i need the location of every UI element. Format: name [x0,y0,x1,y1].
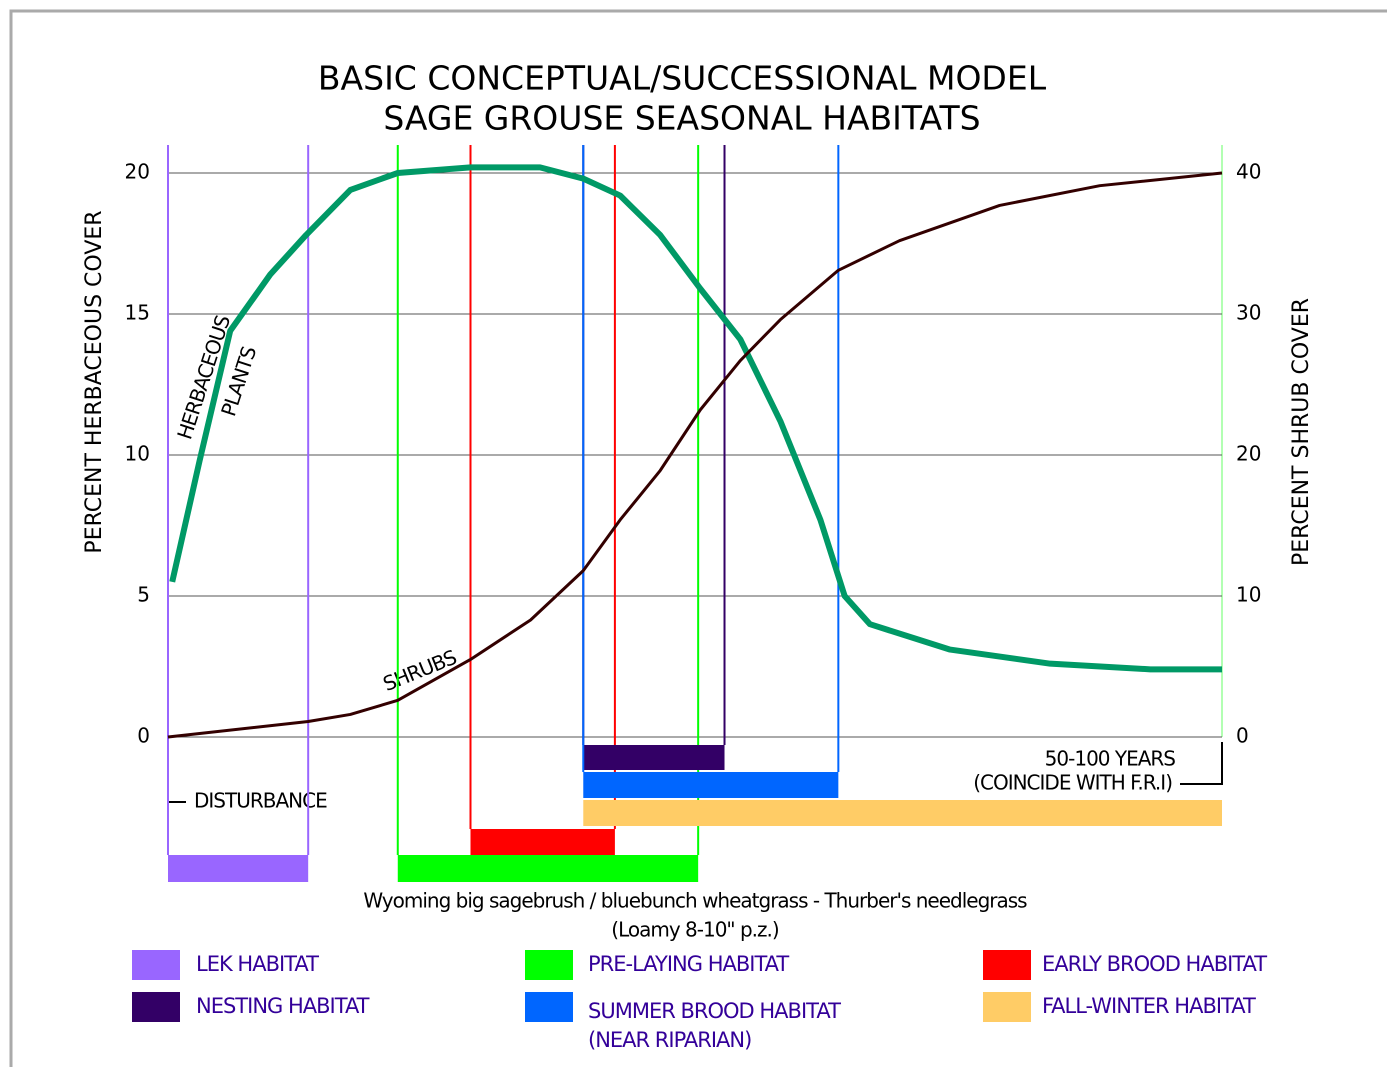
habitat-bar [583,772,839,798]
y2-tick-label: 20 [1236,442,1261,466]
legend-label: FALL-WINTER HABITAT [1042,994,1256,1018]
frame [9,9,1387,1067]
legend-label: LEK HABITAT [196,952,319,976]
legend-swatch [132,950,180,980]
chart-title: BASIC CONCEPTUAL/SUCCESSIONAL MODEL [318,59,1047,98]
y2-tick-label: 10 [1236,583,1261,607]
y-tick-label: 0 [137,724,150,748]
y2-tick-label: 30 [1236,301,1261,325]
y-tick-label: 5 [137,583,150,607]
legend-label: PRE-LAYING HABITAT [588,952,789,976]
y-tick-label: 10 [125,442,150,466]
annotation: 50-100 YEARS [1045,747,1176,771]
series-line [169,164,1222,673]
habitat-bar [470,829,615,855]
legend-label: EARLY BROOD HABITAT [1042,952,1267,976]
subtitle: Wyoming big sagebrush / bluebunch wheatg… [363,889,1027,913]
legend-swatch [983,992,1031,1022]
annotation: (COINCIDE WITH F.R.I) [973,771,1172,795]
annotation: HERBACEOUS [172,313,235,443]
y-tick-label: 20 [125,160,150,184]
legend-swatch [132,992,180,1022]
habitat-bar [168,855,309,882]
legend-swatch [525,992,573,1022]
legend-label: SUMMER BROOD HABITAT [588,999,841,1023]
annotation: DISTURBANCE [194,789,327,813]
y2-tick-label: 0 [1236,724,1249,748]
subtitle: (Loamy 8-10" p.z.) [611,918,779,942]
y2-tick-label: 40 [1236,160,1261,184]
y2-axis-label: PERCENT SHRUB COVER [1289,298,1314,566]
y-axis-label: PERCENT HERBACEOUS COVER [82,210,107,553]
habitat-bar [397,855,699,882]
legend-swatch [983,950,1031,980]
legend-swatch [525,950,573,980]
habitat-bar [583,745,725,770]
y-tick-label: 15 [125,301,150,325]
series-line [167,171,1223,739]
chart-title: SAGE GROUSE SEASONAL HABITATS [383,99,980,138]
legend-note: (NEAR RIPARIAN) [588,1028,751,1052]
legend-label: NESTING HABITAT [196,994,370,1018]
habitat-bar [583,800,1222,826]
